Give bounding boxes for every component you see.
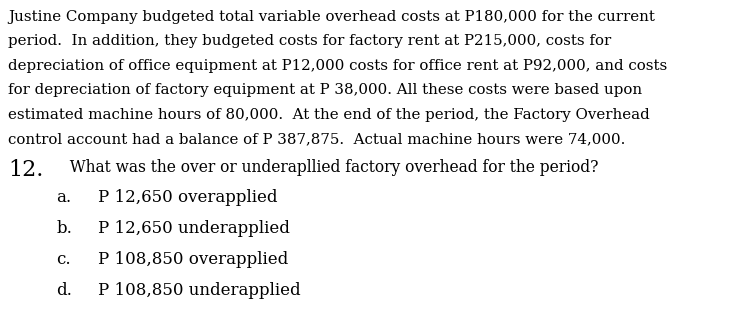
Text: P 12,650 underapplied: P 12,650 underapplied <box>98 220 290 237</box>
Text: depreciation of office equipment at P12,000 costs for office rent at P92,000, an: depreciation of office equipment at P12,… <box>8 59 667 73</box>
Text: d.: d. <box>56 282 72 299</box>
Text: a.: a. <box>56 189 71 206</box>
Text: c.: c. <box>56 251 71 268</box>
Text: 12.: 12. <box>8 159 44 181</box>
Text: estimated machine hours of 80,000.  At the end of the period, the Factory Overhe: estimated machine hours of 80,000. At th… <box>8 108 650 122</box>
Text: control account had a balance of P 387,875.  Actual machine hours were 74,000.: control account had a balance of P 387,8… <box>8 132 625 146</box>
Text: b.: b. <box>56 220 72 237</box>
Text: for depreciation of factory equipment at P 38,000. All these costs were based up: for depreciation of factory equipment at… <box>8 83 642 97</box>
Text: P 108,850 underapplied: P 108,850 underapplied <box>98 282 301 299</box>
Text: P 108,850 overapplied: P 108,850 overapplied <box>98 251 288 268</box>
Text: Justine Company budgeted total variable overhead costs at P180,000 for the curre: Justine Company budgeted total variable … <box>8 10 655 24</box>
Text: What was the over or underapllied factory overhead for the period?: What was the over or underapllied factor… <box>60 159 599 176</box>
Text: period.  In addition, they budgeted costs for factory rent at P215,000, costs fo: period. In addition, they budgeted costs… <box>8 35 611 48</box>
Text: P 12,650 overapplied: P 12,650 overapplied <box>98 189 278 206</box>
